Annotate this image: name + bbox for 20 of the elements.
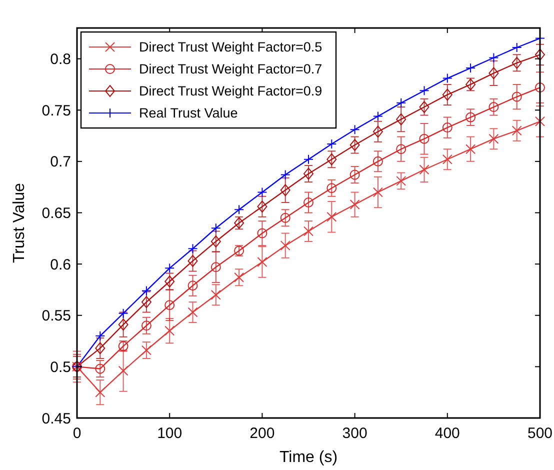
x-tick-label: 0: [72, 425, 82, 442]
y-tick-label: 0.5: [50, 358, 71, 376]
x-tick-label: 100: [157, 425, 182, 442]
x-tick-label: 400: [434, 425, 460, 442]
x-tick-label: 200: [250, 425, 275, 442]
legend-label: Direct Trust Weight Factor=0.5: [139, 40, 322, 55]
y-axis-title: Trust Value: [11, 182, 28, 264]
y-tick-label: 0.6: [50, 256, 71, 274]
legend-label: Real Trust Value: [139, 106, 238, 121]
x-axis-title: Time (s): [279, 449, 338, 466]
y-tick-label: 0.55: [42, 308, 71, 325]
y-tick-label: 0.7: [50, 154, 71, 171]
x-tick-label: 500: [527, 425, 553, 442]
x-tick-label: 300: [342, 425, 368, 442]
legend-label: Direct Trust Weight Factor=0.7: [139, 62, 322, 77]
legend-label: Direct Trust Weight Factor=0.9: [139, 84, 322, 99]
y-tick-label: 0.75: [42, 102, 71, 120]
y-tick-label: 0.8: [50, 51, 71, 68]
y-tick-label: 0.65: [42, 204, 71, 222]
y-tick-label: 0.45: [42, 410, 71, 428]
